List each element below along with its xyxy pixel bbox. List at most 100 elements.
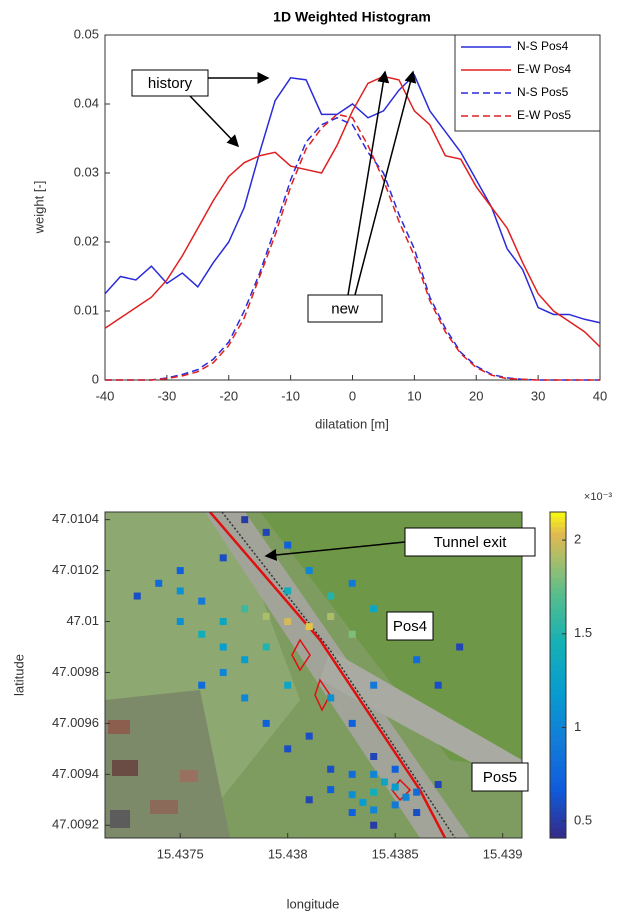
annotation: Tunnel exit <box>434 534 508 551</box>
colorbar-cell <box>550 685 566 691</box>
colorbar-cell <box>550 807 566 814</box>
x-tick-label: -30 <box>157 388 176 403</box>
x-tick-label: 15.439 <box>483 846 523 861</box>
colorbar-cell <box>550 654 566 661</box>
colorbar-cell <box>550 675 566 681</box>
colorbar-cell <box>550 680 566 686</box>
x-tick-label: 15.4385 <box>372 846 419 861</box>
colorbar-cell <box>550 669 566 676</box>
point <box>434 681 442 689</box>
point <box>370 753 378 760</box>
annotation-arrow <box>347 70 390 296</box>
y-tick-label: 47.0104 <box>52 511 99 526</box>
colorbar-cell <box>550 802 566 809</box>
point <box>262 643 270 651</box>
point <box>284 745 292 753</box>
colorbar-cell <box>550 822 566 829</box>
point <box>348 579 356 587</box>
colorbar-cell <box>550 593 566 600</box>
x-tick-label: 30 <box>531 388 545 403</box>
point <box>198 681 206 689</box>
colorbar-cell <box>550 512 566 518</box>
annotation-box <box>404 527 536 557</box>
y-tick-label: 0.01 <box>74 302 99 317</box>
y-axis-label: latitude <box>11 654 26 696</box>
colorbar-cell <box>550 522 566 528</box>
point <box>284 587 292 595</box>
colorbar-cell <box>550 715 566 722</box>
map-background <box>105 512 522 838</box>
x-tick-label: 15.4375 <box>157 846 204 861</box>
colorbar-scale-label: ×10⁻³ <box>584 491 612 503</box>
data-line <box>105 113 600 381</box>
colorbar-cell <box>550 736 566 742</box>
legend-box <box>454 34 601 132</box>
colorbar-cell <box>550 517 566 523</box>
point <box>348 770 356 778</box>
annotation-arrow <box>264 541 406 561</box>
point <box>380 778 388 786</box>
point <box>327 592 335 600</box>
colorbar-cell <box>550 771 566 778</box>
colorbar-cell <box>550 725 566 732</box>
x-tick-label: -10 <box>281 388 300 403</box>
point <box>262 612 270 620</box>
colorbar-cell <box>550 537 566 544</box>
y-tick-label: 0.03 <box>74 164 99 179</box>
colorbar-cell <box>550 532 566 539</box>
y-tick-label: 0 <box>92 371 99 386</box>
colorbar-cell <box>550 705 566 712</box>
point <box>370 681 378 689</box>
colorbar-cell <box>550 700 566 707</box>
colorbar-cell <box>550 547 566 554</box>
point <box>327 694 335 702</box>
point <box>262 719 270 727</box>
legend-label: N-S Pos5 <box>517 85 569 99</box>
point <box>176 587 184 595</box>
annotation-arrow <box>354 70 417 296</box>
point <box>219 643 227 651</box>
point <box>456 643 464 651</box>
point <box>413 656 421 664</box>
y-tick-label: 0.02 <box>74 233 99 248</box>
colorbar-cell <box>550 792 566 798</box>
point <box>219 554 227 562</box>
point <box>391 765 399 773</box>
annotation: Pos4 <box>393 618 427 635</box>
colorbar-cell <box>550 776 566 783</box>
annotation: Pos5 <box>483 769 517 786</box>
point <box>305 567 313 575</box>
annotation-box <box>471 762 529 792</box>
point <box>241 694 249 702</box>
colorbar-cell <box>550 812 566 819</box>
point <box>348 719 356 727</box>
point <box>284 681 292 689</box>
point <box>198 630 206 638</box>
point <box>348 791 356 799</box>
colorbar-cell <box>550 583 566 590</box>
colorbar-cell <box>550 649 566 656</box>
colorbar-cell <box>550 746 566 753</box>
colorbar-cell <box>550 797 566 803</box>
point <box>155 579 163 587</box>
point <box>370 605 378 613</box>
colorbar-cell <box>550 613 566 620</box>
point <box>305 623 313 631</box>
colorbar-cell <box>550 588 566 595</box>
colorbar-cell <box>550 603 566 610</box>
point <box>359 798 367 806</box>
y-tick-label: 0.04 <box>74 95 99 110</box>
point <box>391 801 399 809</box>
y-tick-label: 47.0096 <box>52 715 99 730</box>
annotation-box <box>307 294 383 323</box>
colorbar-cell <box>550 756 566 763</box>
point <box>241 605 249 613</box>
colorbar-cell <box>550 761 566 768</box>
point <box>284 541 292 549</box>
annotation-box <box>131 69 209 97</box>
y-tick-label: 47.01 <box>66 613 99 628</box>
x-tick-label: 40 <box>593 388 607 403</box>
colorbar-cell <box>550 598 566 605</box>
point <box>219 618 227 626</box>
